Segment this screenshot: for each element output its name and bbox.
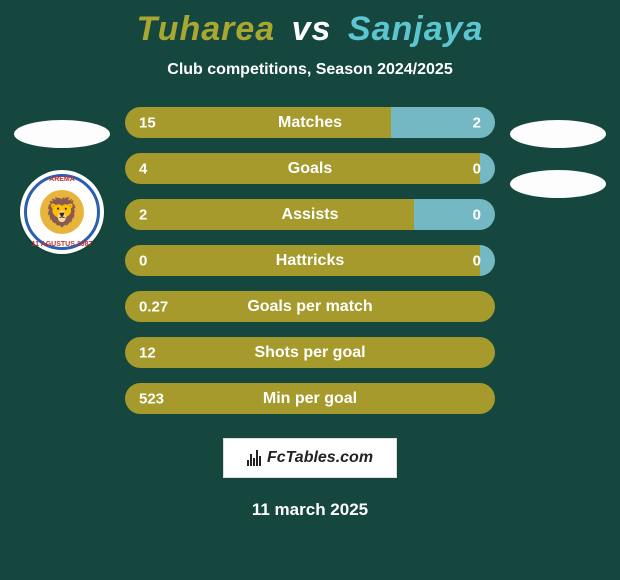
left-badges-column: AREMA 🦁 11 AGUSTUS 1987: [12, 120, 112, 254]
subtitle: Club competitions, Season 2024/2025: [0, 61, 620, 79]
bar-label: Matches: [278, 114, 342, 132]
bar-row: 12 Shots per goal: [125, 337, 495, 368]
left-badge-arema: AREMA 🦁 11 AGUSTUS 1987: [20, 170, 104, 254]
comparison-bars: 15 2 Matches 4 0 Goals 2 0 Assists 0 0 Hattricks 0.2…: [125, 107, 495, 414]
bar-value-right: 2: [473, 114, 481, 131]
bar-value-right: 0: [473, 252, 481, 269]
bar-value-left: 12: [139, 344, 156, 361]
page-title: Tuharea vs Sanjaya: [0, 10, 620, 49]
badge-ring: [24, 174, 100, 250]
title-player1: Tuharea: [137, 10, 276, 48]
bar-row: 4 0 Goals: [125, 153, 495, 184]
date-text: 11 march 2025: [0, 500, 620, 520]
bar-fill-right: [480, 153, 495, 184]
title-vs: vs: [292, 10, 332, 48]
right-badges-column: [508, 120, 608, 198]
right-badge-oval-2: [510, 170, 606, 198]
bar-label: Goals per match: [247, 298, 372, 316]
left-badge-oval-1: [14, 120, 110, 148]
bar-value-left: 0: [139, 252, 147, 269]
badge-arema-bottom-text: 11 AGUSTUS 1987: [20, 241, 104, 248]
bar-label: Shots per goal: [254, 344, 365, 362]
bar-row: 15 2 Matches: [125, 107, 495, 138]
bar-value-left: 0.27: [139, 298, 168, 315]
stats-comparison-card: Tuharea vs Sanjaya Club competitions, Se…: [0, 0, 620, 580]
logo-text: FcTables.com: [267, 449, 373, 467]
bar-chart-icon: [247, 450, 261, 466]
bar-fill-left: [125, 107, 391, 138]
bar-row: 2 0 Assists: [125, 199, 495, 230]
bar-fill-right: [414, 199, 495, 230]
bar-row: 0 0 Hattricks: [125, 245, 495, 276]
bar-value-left: 4: [139, 160, 147, 177]
bar-value-left: 15: [139, 114, 156, 131]
bar-value-left: 523: [139, 390, 164, 407]
bar-value-left: 2: [139, 206, 147, 223]
bar-row: 0.27 Goals per match: [125, 291, 495, 322]
right-badge-oval-1: [510, 120, 606, 148]
bar-value-right: 0: [473, 160, 481, 177]
fctables-logo: FcTables.com: [223, 438, 397, 478]
title-player2: Sanjaya: [348, 10, 484, 48]
bar-label: Assists: [282, 206, 339, 224]
bar-fill-right: [480, 245, 495, 276]
bar-label: Goals: [288, 160, 332, 178]
bar-label: Hattricks: [276, 252, 344, 270]
bar-fill-left: [125, 199, 414, 230]
bar-label: Min per goal: [263, 390, 357, 408]
badge-arema-top-text: AREMA: [20, 176, 104, 183]
bar-row: 523 Min per goal: [125, 383, 495, 414]
bar-value-right: 0: [473, 206, 481, 223]
